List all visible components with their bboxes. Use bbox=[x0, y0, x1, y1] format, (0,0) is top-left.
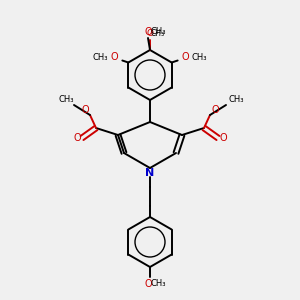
Text: O: O bbox=[211, 105, 219, 115]
Text: O: O bbox=[73, 133, 81, 143]
Text: O: O bbox=[110, 52, 118, 62]
Text: O: O bbox=[182, 52, 190, 62]
Text: O: O bbox=[144, 27, 152, 37]
Text: O: O bbox=[219, 133, 227, 143]
Text: CH₃: CH₃ bbox=[58, 95, 74, 104]
Text: CH₃: CH₃ bbox=[192, 53, 207, 62]
Text: CH₃: CH₃ bbox=[93, 53, 108, 62]
Text: O: O bbox=[146, 29, 154, 38]
Text: CH₃: CH₃ bbox=[150, 280, 166, 289]
Text: CH₃: CH₃ bbox=[228, 95, 244, 104]
Text: N: N bbox=[146, 168, 154, 178]
Text: O: O bbox=[144, 279, 152, 289]
Text: O: O bbox=[81, 105, 89, 115]
Text: CH₃: CH₃ bbox=[151, 29, 165, 38]
Text: CH₃: CH₃ bbox=[150, 28, 166, 37]
